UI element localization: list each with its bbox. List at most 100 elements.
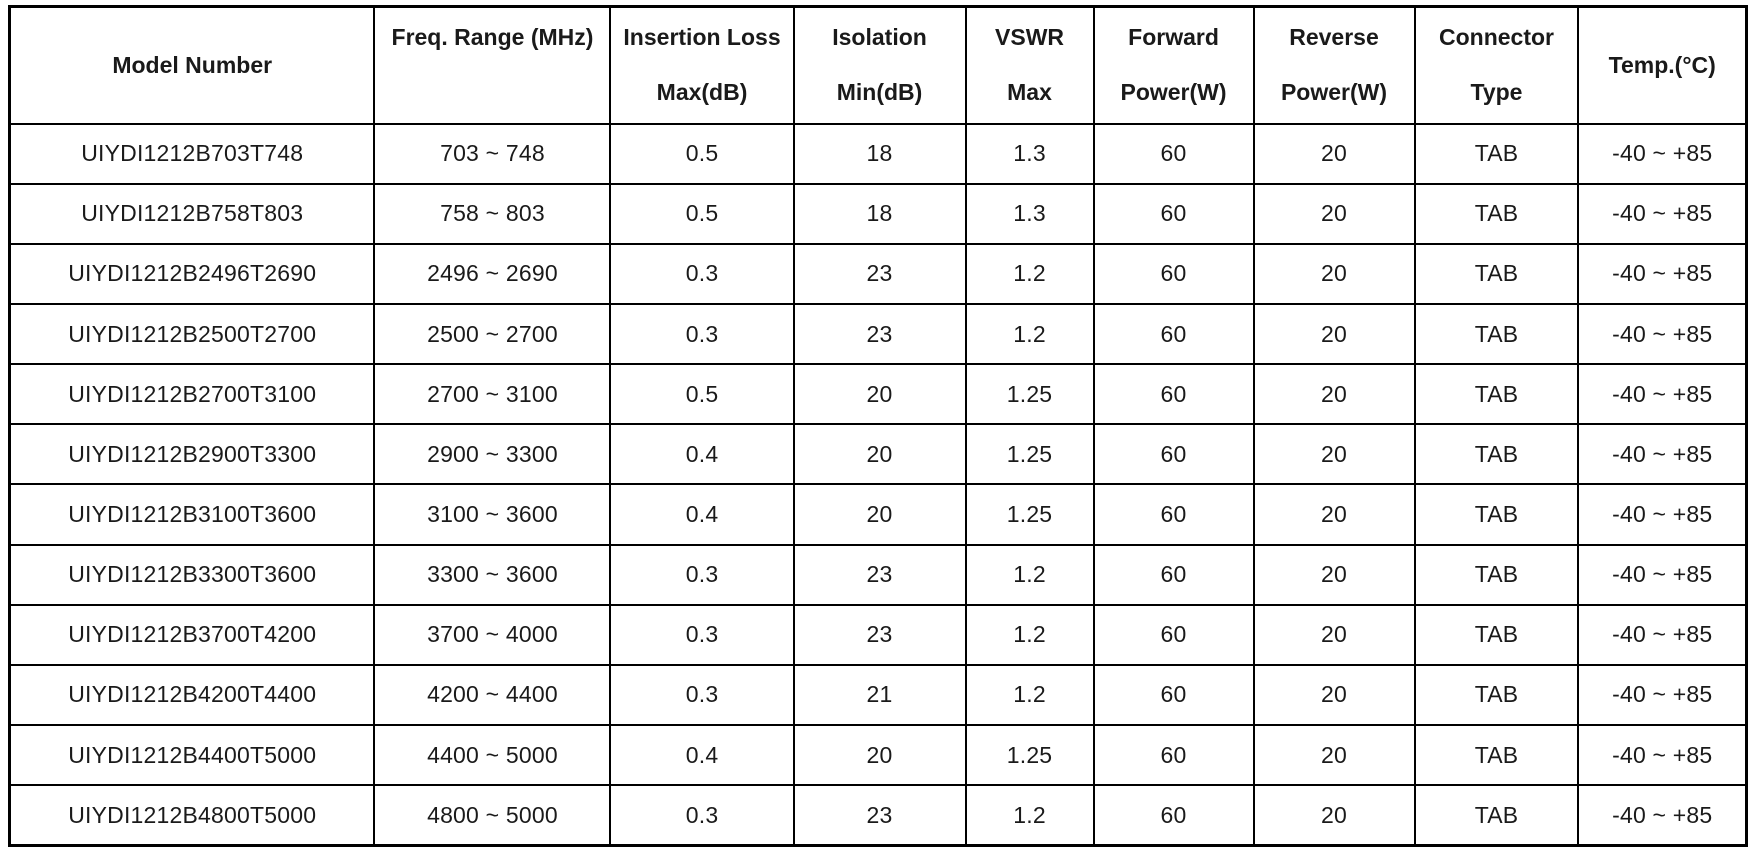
cell-forward: 60 [1092,302,1255,366]
column-header-isolation: Isolation Min(dB) [792,5,967,125]
cell-reverse: 20 [1252,663,1416,727]
column-header-temp: Temp.(°C) [1577,5,1748,125]
cell-temp: -40 ~ +85 [1577,302,1748,366]
table-header: Model Number Freq. Range (MHz) Insertion L… [8,5,1748,125]
cell-reverse: 20 [1252,423,1416,486]
header-line: Max [1007,78,1052,105]
header-line: Forward [1128,24,1219,51]
header-line: Connector [1439,24,1554,51]
column-header-vswr: VSWR Max [964,5,1095,125]
cell-temp: -40 ~ +85 [1577,363,1748,426]
cell-vswr: 1.25 [964,483,1095,546]
column-header-label-insertion: Insertion Loss Max(dB) [612,9,791,122]
cell-vswr: 1.25 [964,363,1095,426]
cell-reverse: 20 [1252,483,1416,546]
column-header-label-vswr: VSWR Max [968,9,1092,122]
cell-insertion: 0.3 [609,242,795,305]
cell-forward: 60 [1092,603,1255,666]
cell-isolation: 21 [792,663,967,727]
cell-temp: -40 ~ +85 [1577,423,1748,486]
table-row: UIYDI1212B3100T3600 3100 ~ 3600 0.4 20 1.25 6… [8,483,1748,546]
cell-connector: TAB [1413,663,1580,727]
cell-vswr: 1.3 [964,122,1095,185]
cell-forward: 60 [1092,122,1255,185]
cell-reverse: 20 [1252,242,1416,305]
cell-isolation: 18 [792,182,967,245]
cell-forward: 60 [1092,363,1255,426]
column-header-label-isolation: Isolation Min(dB) [796,9,964,122]
cell-isolation: 23 [792,543,967,606]
specification-table: Model Number Freq. Range (MHz) Insertion L… [8,5,1748,847]
cell-temp: -40 ~ +85 [1577,543,1748,606]
cell-connector: TAB [1413,242,1580,305]
cell-reverse: 20 [1252,784,1416,847]
cell-temp: -40 ~ +85 [1577,724,1748,787]
cell-vswr: 1.2 [964,784,1095,847]
cell-reverse: 20 [1252,724,1416,787]
cell-insertion: 0.4 [609,724,795,787]
cell-reverse: 20 [1252,603,1416,666]
cell-forward: 60 [1092,423,1255,486]
column-header-reverse: Reverse Power(W) [1252,5,1416,125]
cell-insertion: 0.3 [609,543,795,606]
table-row: UIYDI1212B758T803 758 ~ 803 0.5 18 1.3 60 20 TA… [8,182,1748,245]
cell-vswr: 1.25 [964,423,1095,486]
cell-insertion: 0.3 [609,302,795,366]
cell-insertion: 0.3 [609,663,795,727]
cell-connector: TAB [1413,603,1580,666]
header-line: Power(W) [1120,78,1227,105]
cell-isolation: 23 [792,784,967,847]
cell-reverse: 20 [1252,302,1416,366]
cell-connector: TAB [1413,182,1580,245]
cell-freq: 2496 ~ 2690 [373,242,612,305]
column-header-label-forward: Forward Power(W) [1096,9,1252,122]
cell-isolation: 20 [792,423,967,486]
column-header-label-connector: Connector Type [1417,9,1577,122]
cell-model: UIYDI1212B2700T3100 [8,363,376,426]
cell-reverse: 20 [1252,182,1416,245]
table-row: UIYDI1212B703T748 703 ~ 748 0.5 18 1.3 60 20 TA… [8,122,1748,185]
table-row: UIYDI1212B2496T2690 2496 ~ 2690 0.3 23 1.2 60… [8,242,1748,305]
cell-freq: 3100 ~ 3600 [373,483,612,546]
cell-insertion: 0.3 [609,784,795,847]
cell-connector: TAB [1413,363,1580,426]
column-header-model: Model Number [8,5,376,125]
header-line: Min(dB) [836,78,923,105]
cell-model: UIYDI1212B2900T3300 [8,423,376,486]
cell-vswr: 1.2 [964,242,1095,305]
cell-model: UIYDI1212B4200T4400 [8,663,376,727]
column-header-freq: Freq. Range (MHz) [373,5,612,125]
table-body: UIYDI1212B703T748 703 ~ 748 0.5 18 1.3 60 20 TA… [8,122,1748,847]
header-line: Model Number [112,51,273,78]
cell-isolation: 23 [792,603,967,666]
column-header-connector: Connector Type [1413,5,1580,125]
cell-temp: -40 ~ +85 [1577,483,1748,546]
cell-model: UIYDI1212B4400T5000 [8,724,376,787]
cell-model: UIYDI1212B758T803 [8,182,376,245]
cell-temp: -40 ~ +85 [1577,182,1748,245]
cell-insertion: 0.4 [609,483,795,546]
header-line: VSWR [995,24,1065,51]
header-row: Model Number Freq. Range (MHz) Insertion L… [8,5,1748,125]
cell-connector: TAB [1413,724,1580,787]
header-line: Type [1470,78,1523,105]
column-header-forward: Forward Power(W) [1092,5,1255,125]
table-row: UIYDI1212B3300T3600 3300 ~ 3600 0.3 23 1.2 60… [8,543,1748,606]
cell-freq: 758 ~ 803 [373,182,612,245]
header-line: Reverse [1289,24,1379,51]
cell-freq: 3700 ~ 4000 [373,603,612,666]
column-header-label-model: Model Number [11,9,372,122]
cell-model: UIYDI1212B4800T5000 [8,784,376,847]
cell-insertion: 0.3 [609,603,795,666]
cell-isolation: 23 [792,302,967,366]
header-line: Power(W) [1280,78,1388,105]
cell-insertion: 0.5 [609,122,795,185]
cell-reverse: 20 [1252,543,1416,606]
cell-isolation: 20 [792,483,967,546]
table-row: UIYDI1212B4400T5000 4400 ~ 5000 0.4 20 1.25 6… [8,724,1748,787]
cell-connector: TAB [1413,122,1580,185]
cell-vswr: 1.2 [964,663,1095,727]
cell-freq: 2500 ~ 2700 [373,302,612,366]
header-line: Freq. Range (MHz) [391,23,594,50]
table-row: UIYDI1212B4800T5000 4800 ~ 5000 0.3 23 1.2 60… [8,784,1748,847]
